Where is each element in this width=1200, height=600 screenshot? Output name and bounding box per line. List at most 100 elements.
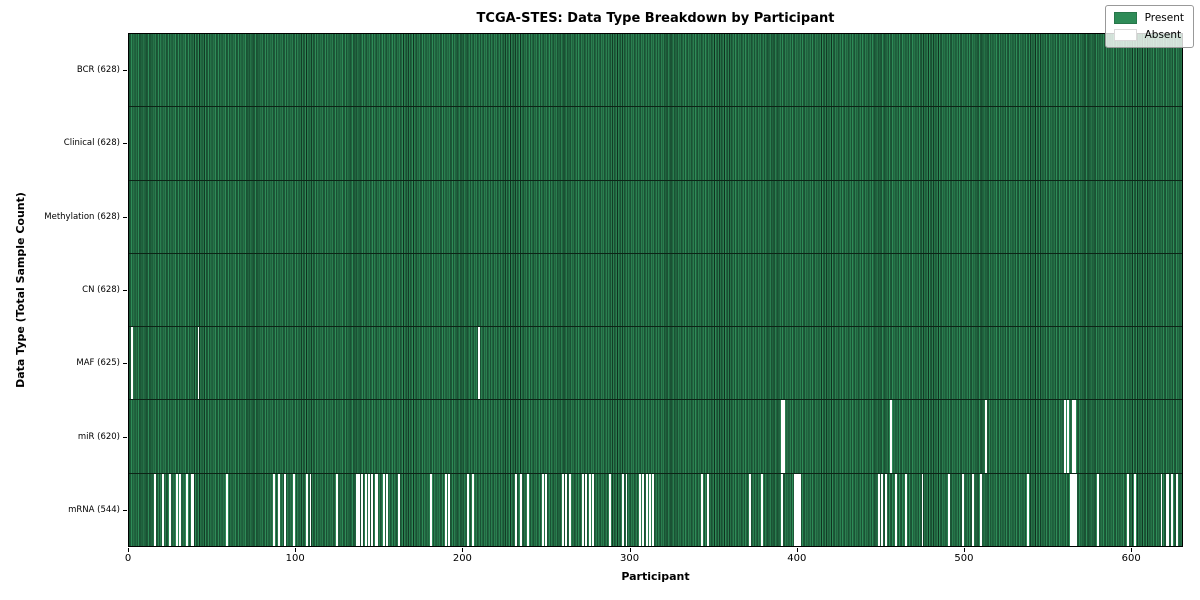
absent-stripe bbox=[881, 473, 884, 546]
y-tick-mark bbox=[123, 363, 127, 365]
legend-label-present: Present bbox=[1144, 12, 1184, 24]
absent-stripe bbox=[169, 473, 172, 546]
absent-stripe bbox=[185, 473, 188, 546]
y-tick-label: Methylation (628) bbox=[44, 211, 120, 222]
absent-stripe bbox=[568, 473, 571, 546]
absent-stripe bbox=[1070, 473, 1073, 546]
x-tick-mark bbox=[796, 548, 798, 552]
absent-stripe bbox=[588, 473, 591, 546]
absent-stripe bbox=[642, 473, 645, 546]
absent-stripe bbox=[336, 473, 339, 546]
absent-stripe bbox=[781, 400, 783, 473]
y-tick-label: MAF (625) bbox=[76, 358, 120, 369]
y-tick-label: mRNA (544) bbox=[68, 505, 120, 516]
absent-stripe bbox=[904, 473, 907, 546]
y-tick-mark bbox=[123, 69, 127, 71]
absent-stripe bbox=[781, 473, 783, 546]
y-axis-label: Data Type (Total Sample Count) bbox=[14, 94, 27, 388]
y-tick-label: BCR (628) bbox=[76, 64, 120, 75]
absent-stripe bbox=[878, 473, 880, 546]
heatmap-row-bcr bbox=[129, 34, 1182, 108]
absent-stripe bbox=[306, 473, 309, 546]
heatmap-row-mir bbox=[129, 400, 1182, 474]
absent-stripe bbox=[526, 473, 529, 546]
absent-stripe bbox=[797, 473, 800, 546]
absent-stripe bbox=[225, 473, 228, 546]
absent-stripe bbox=[1133, 473, 1136, 546]
absent-stripe bbox=[192, 473, 195, 546]
absent-stripe bbox=[1066, 400, 1069, 473]
absent-stripe bbox=[515, 473, 518, 546]
absent-stripe bbox=[652, 473, 655, 546]
absent-stripe bbox=[383, 473, 386, 546]
absent-stripe bbox=[448, 473, 451, 546]
absent-stripe bbox=[894, 473, 897, 546]
absent-stripe bbox=[889, 400, 892, 473]
x-axis-label: Participant bbox=[621, 570, 690, 583]
absent-stripe bbox=[921, 473, 924, 546]
absent-stripe bbox=[985, 400, 987, 473]
absent-stripe bbox=[272, 473, 275, 546]
absent-stripe bbox=[520, 473, 523, 546]
heatmap-row-maf bbox=[129, 327, 1182, 401]
legend-swatch-present bbox=[1113, 12, 1137, 24]
y-tick-label: miR (620) bbox=[77, 431, 120, 442]
heatmap-row-mrna bbox=[129, 473, 1182, 546]
x-tick-mark bbox=[1131, 548, 1133, 552]
heatmap-row-cn bbox=[129, 253, 1182, 328]
x-tick-label: 600 bbox=[1121, 553, 1141, 564]
absent-stripe bbox=[707, 473, 710, 546]
absent-stripe bbox=[444, 473, 447, 546]
absent-stripe bbox=[760, 473, 763, 546]
absent-stripe bbox=[961, 473, 964, 546]
absent-stripe bbox=[541, 473, 544, 546]
absent-stripe bbox=[794, 473, 797, 546]
x-tick-label: 0 bbox=[124, 553, 132, 564]
legend-label-absent: Absent bbox=[1144, 29, 1182, 41]
heatmap-row-clinical bbox=[129, 107, 1182, 181]
y-tick-label: Clinical (628) bbox=[63, 138, 120, 149]
absent-stripe bbox=[565, 473, 568, 546]
absent-stripe bbox=[545, 473, 548, 546]
absent-stripe bbox=[625, 473, 628, 546]
chart-title: TCGA-STES: Data Type Breakdown by Partic… bbox=[476, 11, 835, 26]
legend-item-absent: Absent bbox=[1113, 29, 1184, 41]
absent-stripe bbox=[1160, 473, 1163, 546]
absent-stripe bbox=[1026, 473, 1029, 546]
absent-stripe bbox=[277, 473, 280, 546]
absent-stripe bbox=[466, 473, 469, 546]
absent-stripe bbox=[648, 473, 651, 546]
absent-stripe bbox=[622, 473, 625, 546]
legend-item-present: Present bbox=[1113, 12, 1184, 24]
absent-stripe bbox=[1097, 473, 1099, 546]
y-tick-mark bbox=[123, 510, 127, 512]
absent-stripe bbox=[562, 473, 564, 546]
absent-stripe bbox=[1073, 473, 1076, 546]
x-tick-label: 200 bbox=[452, 553, 472, 564]
legend: Present Absent bbox=[1104, 5, 1194, 48]
absent-stripe bbox=[179, 473, 182, 546]
absent-stripe bbox=[608, 473, 611, 546]
absent-stripe bbox=[175, 473, 178, 546]
absent-stripe bbox=[1075, 473, 1078, 546]
absent-stripe bbox=[429, 473, 432, 546]
x-tick-mark bbox=[128, 548, 129, 552]
x-tick-mark bbox=[963, 548, 965, 552]
absent-stripe bbox=[971, 473, 974, 546]
x-tick-mark bbox=[462, 548, 464, 552]
y-tick-mark bbox=[123, 216, 127, 218]
absent-stripe bbox=[1071, 400, 1074, 473]
x-tick-mark bbox=[295, 548, 297, 552]
y-tick-mark bbox=[123, 290, 127, 291]
absent-stripe bbox=[368, 473, 370, 546]
absent-stripe bbox=[980, 473, 982, 546]
absent-stripe bbox=[292, 473, 295, 546]
absent-stripe bbox=[1170, 473, 1173, 546]
absent-stripe bbox=[592, 473, 595, 546]
x-tick-mark bbox=[629, 548, 631, 552]
x-tick-label: 500 bbox=[954, 553, 974, 564]
absent-stripe bbox=[1127, 473, 1130, 546]
absent-stripe bbox=[358, 473, 360, 546]
absent-stripe bbox=[796, 473, 798, 546]
absent-stripe bbox=[364, 473, 367, 546]
